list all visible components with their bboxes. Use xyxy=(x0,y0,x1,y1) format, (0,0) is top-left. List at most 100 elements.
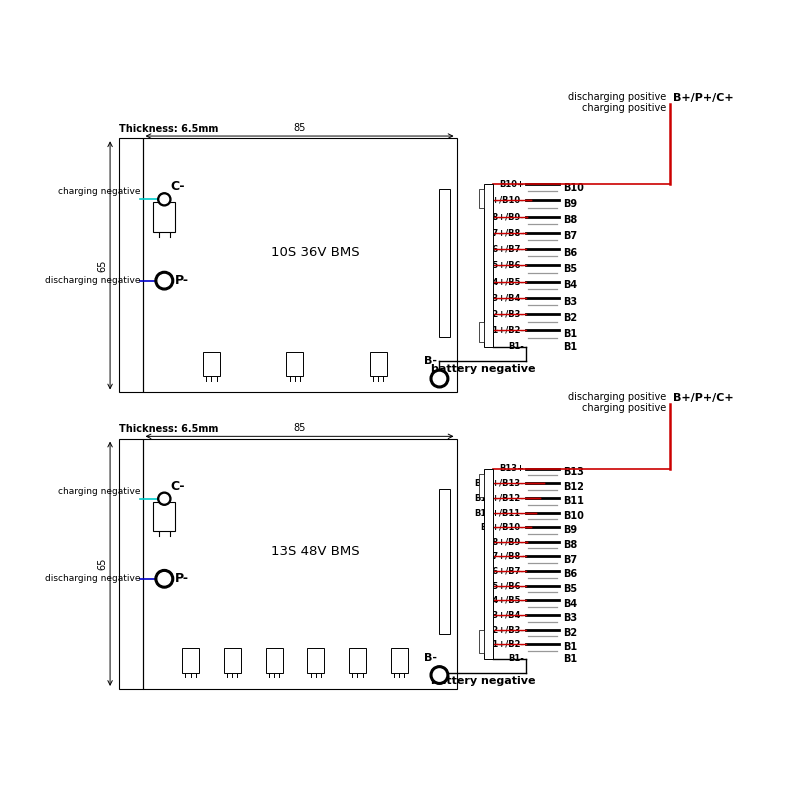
Text: B8+/B9-: B8+/B9- xyxy=(486,212,524,221)
Text: B1: B1 xyxy=(563,329,578,339)
Text: B8: B8 xyxy=(563,540,578,550)
Bar xyxy=(439,489,450,634)
Text: B2: B2 xyxy=(563,628,578,638)
Circle shape xyxy=(155,570,174,588)
Circle shape xyxy=(434,373,446,385)
Text: B13: B13 xyxy=(563,467,584,477)
Bar xyxy=(484,184,493,346)
Text: B1-: B1- xyxy=(508,342,524,351)
Text: B7+/B8-: B7+/B8- xyxy=(486,228,524,238)
Text: B4+/B5-: B4+/B5- xyxy=(486,277,524,286)
Text: B6: B6 xyxy=(563,570,578,579)
Circle shape xyxy=(158,274,170,287)
Text: B-: B- xyxy=(424,356,437,366)
Bar xyxy=(266,648,282,673)
Text: discharging positive: discharging positive xyxy=(568,393,666,402)
Text: B3: B3 xyxy=(563,613,578,623)
Text: B9+/B10-: B9+/B10- xyxy=(480,196,524,205)
Circle shape xyxy=(160,195,169,203)
Text: B+/P+/C+: B+/P+/C+ xyxy=(673,93,734,103)
Text: discharging positive: discharging positive xyxy=(568,92,666,102)
Text: charging negative: charging negative xyxy=(58,486,140,496)
Circle shape xyxy=(430,666,449,684)
Text: 85: 85 xyxy=(294,423,306,434)
Bar xyxy=(142,138,457,393)
Text: B1: B1 xyxy=(563,642,578,653)
Bar xyxy=(479,474,484,498)
Text: battery negative: battery negative xyxy=(430,364,535,374)
Text: B2+/B3-: B2+/B3- xyxy=(486,625,524,634)
Circle shape xyxy=(434,669,446,682)
Bar xyxy=(479,189,484,209)
Bar xyxy=(182,648,199,673)
Text: B6: B6 xyxy=(563,248,578,258)
Text: B8: B8 xyxy=(563,215,578,225)
Text: B13+: B13+ xyxy=(499,464,524,473)
Text: C-: C- xyxy=(170,180,185,193)
Text: B7: B7 xyxy=(563,554,578,565)
Text: B4: B4 xyxy=(563,280,578,290)
Text: C-: C- xyxy=(170,479,185,493)
Text: B1-: B1- xyxy=(508,654,524,663)
Text: B2+/B3-: B2+/B3- xyxy=(486,310,524,318)
Text: B3+/B4-: B3+/B4- xyxy=(486,294,524,302)
Bar xyxy=(479,322,484,342)
Text: B9: B9 xyxy=(563,526,578,535)
Text: 65: 65 xyxy=(97,558,107,570)
Bar xyxy=(119,438,142,689)
Circle shape xyxy=(158,193,171,206)
Text: B1: B1 xyxy=(563,654,578,664)
Text: B2: B2 xyxy=(563,313,578,322)
Text: P-: P- xyxy=(174,274,189,287)
Text: B9: B9 xyxy=(563,199,578,209)
Bar xyxy=(286,352,303,376)
Text: discharging negative: discharging negative xyxy=(45,574,140,583)
Text: B12+/B13-: B12+/B13- xyxy=(474,479,524,488)
Text: charging positive: charging positive xyxy=(582,103,666,113)
Bar xyxy=(370,352,387,376)
Text: charging negative: charging negative xyxy=(58,187,140,196)
Text: B-: B- xyxy=(424,653,437,662)
Bar xyxy=(154,502,175,531)
Bar xyxy=(390,648,408,673)
Text: B5+/B6-: B5+/B6- xyxy=(486,582,524,590)
Text: B3: B3 xyxy=(563,297,578,306)
Text: charging positive: charging positive xyxy=(582,403,666,414)
Text: B+/P+/C+: B+/P+/C+ xyxy=(673,394,734,403)
Text: B3+/B4-: B3+/B4- xyxy=(486,610,524,619)
Circle shape xyxy=(160,494,169,503)
Bar xyxy=(224,648,241,673)
Text: 65: 65 xyxy=(97,259,107,271)
Text: B10: B10 xyxy=(563,182,584,193)
Text: B10: B10 xyxy=(563,510,584,521)
Text: 13S 48V BMS: 13S 48V BMS xyxy=(270,545,359,558)
Text: B1: B1 xyxy=(563,342,578,352)
Text: B1+/B2-: B1+/B2- xyxy=(486,640,524,649)
Text: B5+/B6-: B5+/B6- xyxy=(486,261,524,270)
Text: B5: B5 xyxy=(563,584,578,594)
Text: B6+/B7-: B6+/B7- xyxy=(486,566,524,575)
Circle shape xyxy=(155,271,174,290)
Text: B7: B7 xyxy=(563,231,578,242)
Circle shape xyxy=(158,573,170,585)
Bar xyxy=(349,648,366,673)
Text: B12: B12 xyxy=(563,482,584,491)
Text: discharging negative: discharging negative xyxy=(45,276,140,285)
Text: B8+/B9-: B8+/B9- xyxy=(486,538,524,546)
Text: B11: B11 xyxy=(563,496,584,506)
Bar xyxy=(479,630,484,653)
Text: B4+/B5-: B4+/B5- xyxy=(486,596,524,605)
Text: B10+/B11-: B10+/B11- xyxy=(474,508,524,517)
Text: 10S 36V BMS: 10S 36V BMS xyxy=(270,246,359,259)
Text: B6+/B7-: B6+/B7- xyxy=(486,245,524,254)
Bar xyxy=(119,138,142,393)
Circle shape xyxy=(158,492,171,506)
Text: B9+/B10-: B9+/B10- xyxy=(480,522,524,532)
Text: Thickness: 6.5mm: Thickness: 6.5mm xyxy=(119,424,218,434)
Bar xyxy=(203,352,220,376)
Text: B5: B5 xyxy=(563,264,578,274)
Bar xyxy=(484,469,493,659)
Bar xyxy=(439,189,450,337)
Text: battery negative: battery negative xyxy=(430,676,535,686)
Text: B4: B4 xyxy=(563,598,578,609)
